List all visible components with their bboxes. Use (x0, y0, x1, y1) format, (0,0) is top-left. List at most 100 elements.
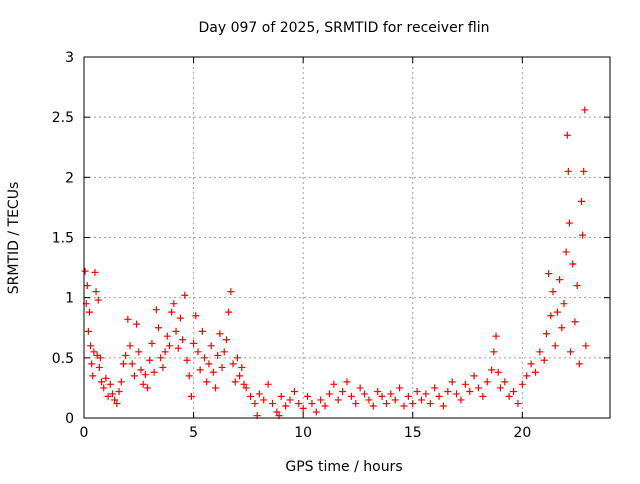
data-point (565, 219, 573, 227)
data-point (89, 372, 97, 380)
data-point (198, 327, 206, 335)
data-point (255, 390, 263, 398)
data-point (231, 378, 239, 386)
data-point (579, 231, 587, 239)
data-point (564, 167, 572, 175)
data-point (95, 363, 103, 371)
data-point (308, 400, 316, 408)
data-point (251, 400, 259, 408)
data-point (122, 351, 130, 359)
data-point (165, 342, 173, 350)
data-point (139, 380, 147, 388)
data-point (216, 330, 224, 338)
data-point (490, 348, 498, 356)
data-point (170, 300, 178, 308)
data-point (168, 308, 176, 316)
data-point (409, 400, 417, 408)
data-point (567, 348, 575, 356)
data-point (413, 388, 421, 396)
data-point (352, 400, 360, 408)
data-point (400, 402, 408, 410)
data-point (117, 378, 125, 386)
data-point (108, 390, 116, 398)
data-point (312, 408, 320, 416)
data-point (488, 366, 496, 374)
data-point (88, 360, 96, 368)
data-point (531, 368, 539, 376)
data-point (580, 167, 588, 175)
x-tick-label: 15 (404, 425, 422, 441)
data-point (479, 392, 487, 400)
data-point (113, 400, 121, 408)
data-point (247, 392, 255, 400)
y-tick-label: 0.5 (52, 351, 74, 367)
data-point (551, 342, 559, 350)
x-axis-label: GPS time / hours (285, 459, 402, 475)
data-point (133, 320, 141, 328)
data-point (119, 360, 127, 368)
data-point (183, 356, 191, 364)
data-point (466, 388, 474, 396)
chart-title: Day 097 of 2025, SRMTID for receiver fli… (199, 20, 490, 36)
data-point (155, 324, 163, 332)
data-point (194, 348, 202, 356)
data-point (365, 396, 373, 404)
data-point (369, 402, 377, 410)
data-point (492, 332, 500, 340)
data-point (536, 348, 544, 356)
data-point (159, 363, 167, 371)
data-point (146, 356, 154, 364)
data-point (422, 390, 430, 398)
data-point (418, 396, 426, 404)
data-point (457, 396, 465, 404)
data-point (581, 106, 589, 114)
data-point (299, 404, 307, 412)
data-point (523, 372, 531, 380)
data-point (148, 339, 156, 347)
data-point (563, 131, 571, 139)
data-point (540, 356, 548, 364)
data-point (94, 296, 102, 304)
data-point (505, 392, 513, 400)
data-point (553, 308, 561, 316)
data-point (236, 372, 244, 380)
data-point (286, 396, 294, 404)
data-point (176, 314, 184, 322)
data-point (356, 384, 364, 392)
data-point (560, 300, 568, 308)
grid (84, 57, 610, 418)
data-point (378, 392, 386, 400)
data-point (214, 351, 222, 359)
data-point (102, 374, 110, 382)
data-point (396, 384, 404, 392)
y-tick-label: 0 (65, 411, 74, 427)
data-point (317, 396, 325, 404)
data-point (203, 378, 211, 386)
data-point (87, 342, 95, 350)
data-point (90, 348, 98, 356)
data-point (426, 400, 434, 408)
data-point (135, 348, 143, 356)
data-point (220, 348, 228, 356)
data-point (144, 384, 152, 392)
data-point (343, 378, 351, 386)
data-point (374, 388, 382, 396)
data-point (187, 392, 195, 400)
data-point (483, 378, 491, 386)
data-point (141, 371, 149, 379)
axis-ticks: 0 5 10 15 20 0 0.5 1 1.5 2 2.5 3 (52, 50, 610, 441)
data-point (81, 267, 89, 275)
data-point (453, 390, 461, 398)
data-point (444, 388, 452, 396)
data-point (242, 384, 250, 392)
y-tick-label: 1.5 (52, 231, 74, 247)
data-point (439, 402, 447, 410)
y-axis-label: SRMTID / TECUs (6, 182, 22, 295)
data-point (510, 388, 518, 396)
data-point (496, 384, 504, 392)
data-point (192, 312, 200, 320)
data-point (92, 288, 100, 296)
data-point (111, 396, 119, 404)
data-point (260, 396, 268, 404)
data-point (573, 282, 581, 290)
